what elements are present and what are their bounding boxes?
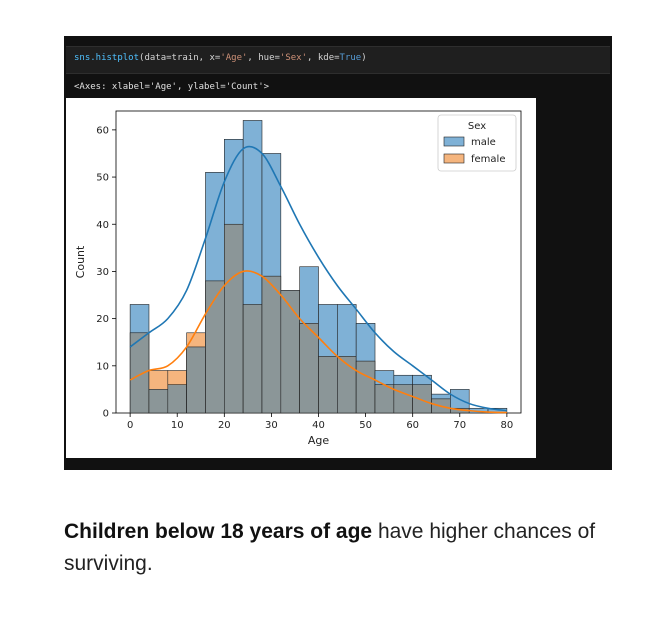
code-function: sns.histplot xyxy=(74,53,140,63)
code-kde-arg: True xyxy=(339,53,362,63)
code-args: (data=train, x= xyxy=(139,53,221,63)
bar-overlap xyxy=(148,389,169,414)
y-tick-label: 60 xyxy=(96,125,109,136)
legend-title: Sex xyxy=(468,121,486,132)
bar-overlap xyxy=(186,346,206,414)
x-tick-label: 70 xyxy=(453,420,466,431)
code-x-arg: 'Age' xyxy=(220,53,248,63)
histogram-chart: 0 10 20 30 40 50 60 70 80 0 10 20 30 40 50 60 Age Count Se… xyxy=(74,110,522,447)
bar-female xyxy=(412,384,432,414)
notebook-cell: sns.histplot(data=train, x='Age', hue='S… xyxy=(64,36,612,470)
bar-overlap xyxy=(167,384,187,414)
caption-rest: have higher chances of surviving. xyxy=(64,520,596,575)
y-tick-label: 30 xyxy=(96,267,109,278)
x-axis-label: Age xyxy=(308,434,330,447)
x-tick-label: 60 xyxy=(406,420,419,431)
cell-output-text: <Axes: xlabel='Age', ylabel='Count'> xyxy=(74,82,270,92)
x-tick-label: 80 xyxy=(501,420,514,431)
kde-line-male xyxy=(129,145,507,412)
legend-swatch-female xyxy=(443,153,465,164)
y-tick-label: 50 xyxy=(96,173,109,184)
x-tick-label: 10 xyxy=(171,420,184,431)
code-hue-arg: 'Sex' xyxy=(279,53,308,63)
code-kde-prefix: , kde= xyxy=(307,53,340,63)
legend-label-male: male xyxy=(471,137,496,148)
bar-female xyxy=(205,280,225,414)
caption-bold: Children below 18 years of age xyxy=(64,520,373,543)
legend-label-female: female xyxy=(471,154,505,165)
bar-female xyxy=(393,384,413,414)
y-tick-label: 20 xyxy=(96,314,109,325)
bar-female xyxy=(224,223,244,414)
histogram-figure: 0 10 20 30 40 50 60 70 80 0 10 20 30 40 50 60 Age Count Se… xyxy=(66,98,536,458)
x-tick-label: 20 xyxy=(218,420,231,431)
code-cell[interactable]: sns.histplot(data=train, x='Age', hue='S… xyxy=(66,46,610,74)
x-tick-label: 50 xyxy=(359,420,372,431)
bar-female xyxy=(299,323,319,414)
bar-female xyxy=(280,290,300,414)
code-line: sns.histplot(data=train, x='Age', hue='S… xyxy=(74,53,367,63)
code-close: ) xyxy=(361,53,367,63)
bar-female xyxy=(242,304,263,414)
x-tick-label: 40 xyxy=(312,420,325,431)
y-tick-label: 10 xyxy=(96,361,109,372)
legend-swatch-male xyxy=(443,136,465,147)
bar-female xyxy=(318,356,338,414)
y-tick-label: 40 xyxy=(96,220,109,231)
bar-female xyxy=(261,275,282,414)
y-tick-label: 0 xyxy=(103,409,109,420)
x-tick-label: 30 xyxy=(265,420,278,431)
y-axis-label: Count xyxy=(74,245,87,278)
x-tick-label: 0 xyxy=(127,420,133,431)
bar-female xyxy=(355,360,376,414)
kde-line-female xyxy=(129,270,507,414)
code-hue-prefix: , hue= xyxy=(247,53,280,63)
caption: Children below 18 years of age have high… xyxy=(64,516,624,580)
